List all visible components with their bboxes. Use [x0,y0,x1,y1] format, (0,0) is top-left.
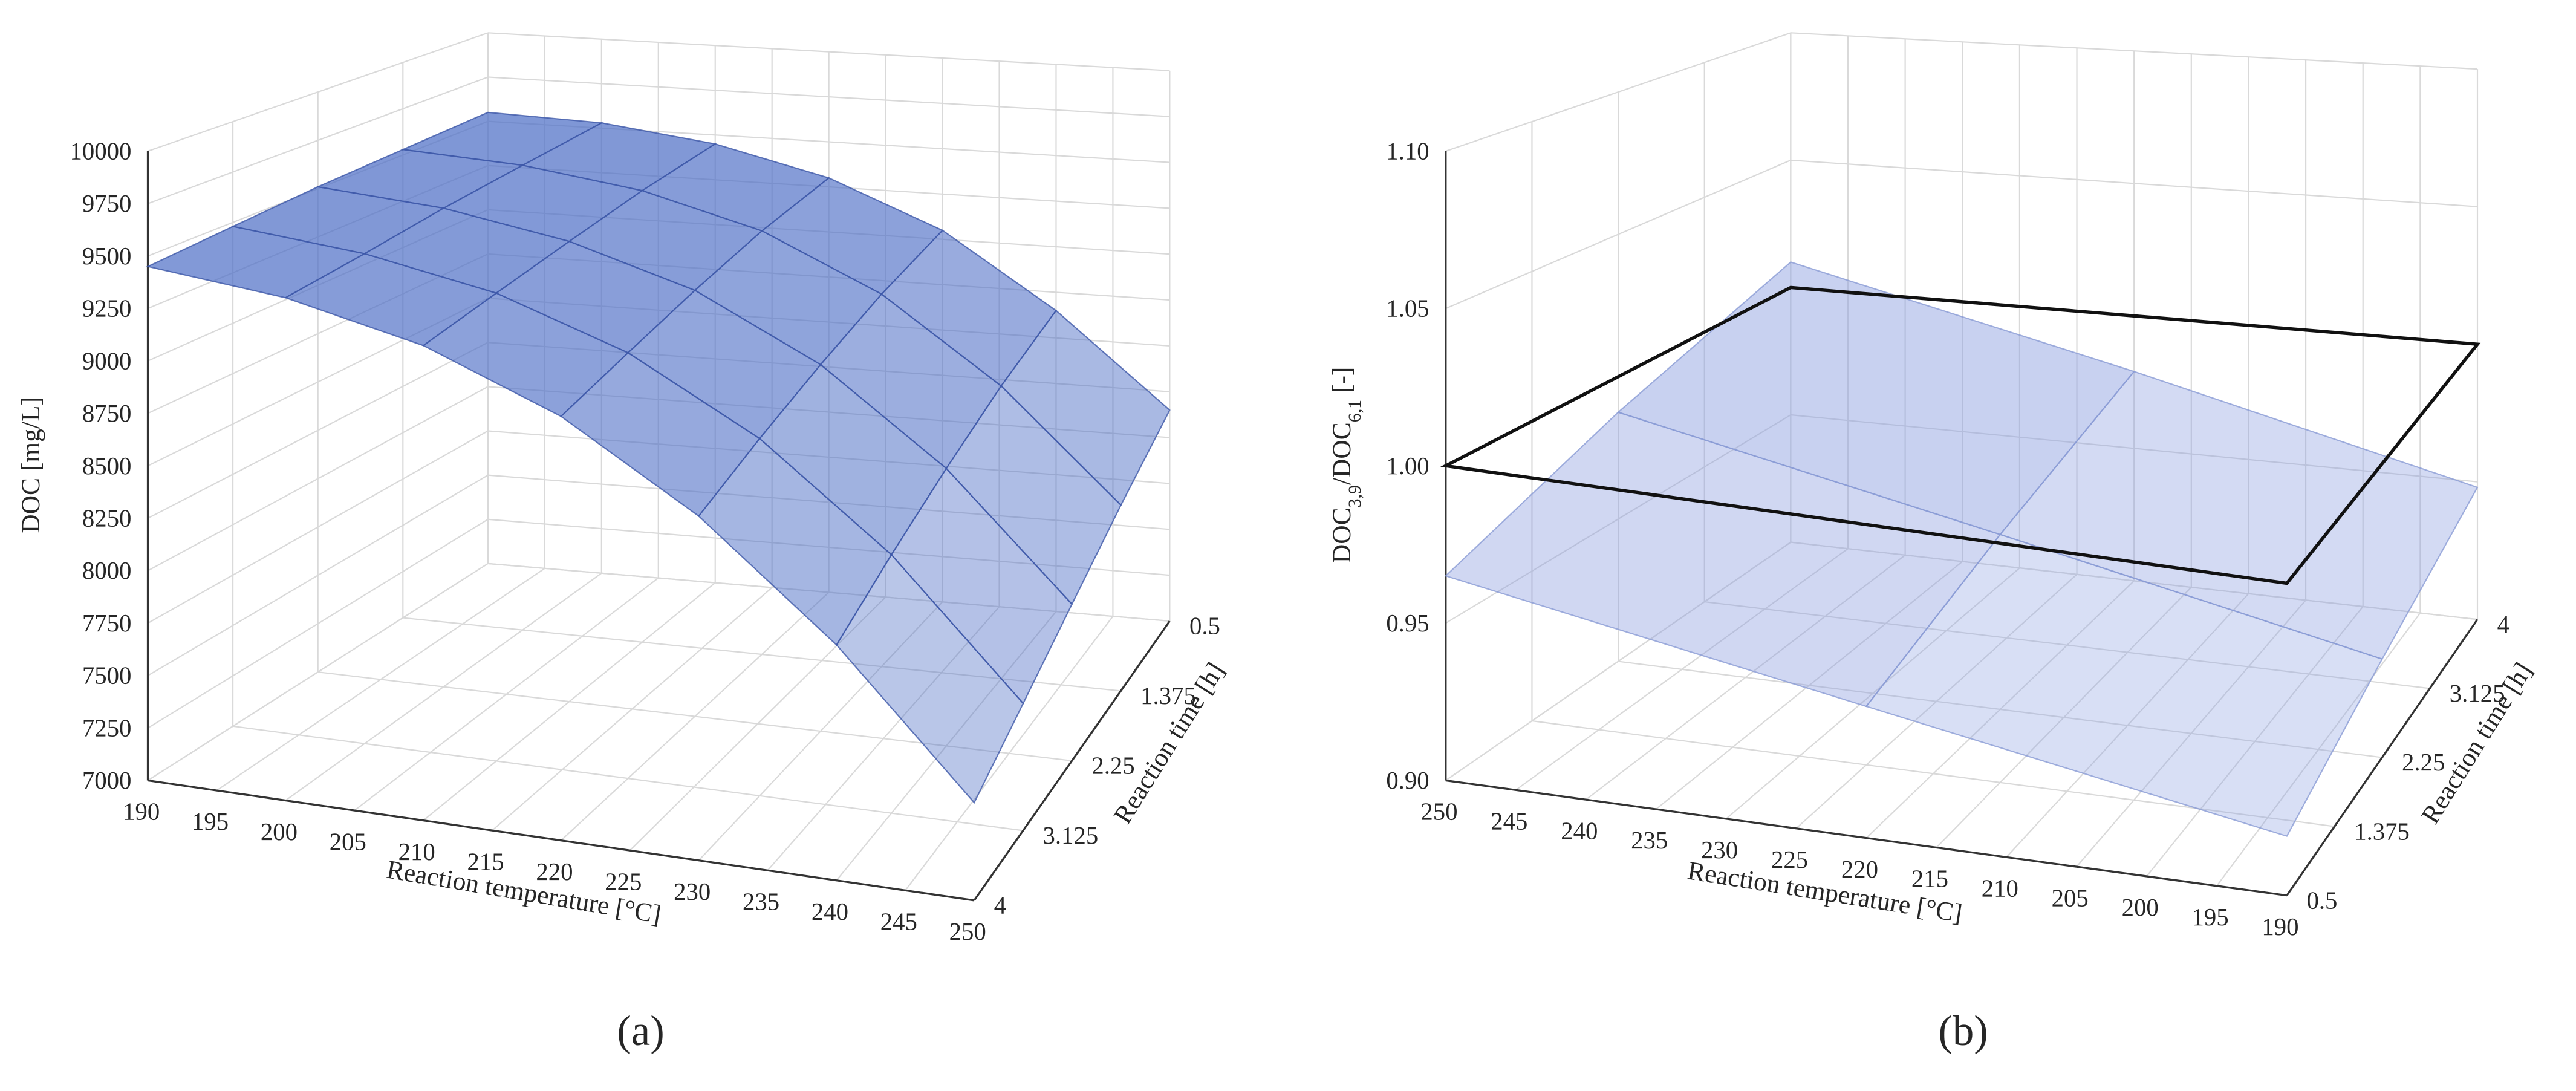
panel-label: (b) [1938,1008,1988,1055]
z-tick-label: 7500 [82,662,132,689]
z-axis-title-part: [-] [1327,367,1356,400]
z-axis-title-part: DOC [1327,507,1356,563]
grid-line [1791,541,2478,620]
z-tick-label: 9500 [82,243,132,270]
y-tick-label: 4 [994,892,1006,919]
x-tick-label: 190 [123,798,160,826]
y-tick-label: 2.25 [1091,752,1134,780]
z-tick-label: 10000 [70,138,131,165]
z-tick-label: 8000 [82,557,132,584]
x-tick-label: 205 [330,828,366,855]
y-axis-line [973,620,1171,901]
z-tick-label: 9000 [82,347,132,374]
grid-line [1618,660,2382,758]
x-tick-label: 210 [1982,874,2018,902]
x-tick-label: 250 [949,918,986,945]
x-tick-label: 240 [812,898,848,925]
x-tick-label: 200 [261,818,298,845]
y-tick-label: 0.5 [2306,887,2337,914]
z-axis-title-part: DOC [mg/L] [16,397,45,533]
x-tick-label: 200 [2122,894,2159,921]
y-tick-label: 1.375 [1140,682,1196,709]
z-axis-title: DOC [mg/L] [16,397,45,533]
x-tick-label: 235 [1631,827,1668,854]
x-tick-label: 245 [1491,808,1527,835]
y-tick-label: 3.125 [2450,680,2505,707]
x-tick-label: 220 [1841,856,1878,883]
z-axis-title-part: /DOC [1327,422,1356,485]
x-tick-label: 250 [1420,798,1457,826]
x-tick-label: 195 [192,808,229,835]
x-tick-label: 220 [536,858,573,885]
x-tick-label: 215 [1911,865,1948,893]
grid-line [1704,601,2430,689]
x-tick-label: 245 [880,908,917,936]
x-axis-line [1445,779,2288,897]
z-tick-label: 0.90 [1386,767,1429,794]
x-tick-label: 210 [398,838,435,865]
z-axis-title: DOC3,9/DOC6,1 [-] [1327,367,1365,564]
y-tick-label: 2.25 [2402,749,2445,776]
z-tick-label: 7750 [82,610,132,637]
x-tick-label: 190 [2262,913,2298,940]
x-tick-label: 240 [1561,817,1598,844]
y-tick-label: 4 [2497,611,2509,638]
y-tick-label: 3.125 [1043,822,1099,849]
y-tick-label: 0.5 [1189,613,1220,640]
x-tick-label: 235 [743,888,779,915]
x-tick-label: 230 [674,878,711,905]
z-axis-title-part: 6,1 [1345,400,1365,422]
surface-patch [836,553,1024,804]
surface-patch [1865,533,2383,837]
x-tick-label: 195 [2191,904,2228,931]
x-tick-label: 225 [605,868,642,895]
panel-label: (a) [617,1008,664,1055]
z-axis-title-part: 3,9 [1345,485,1365,507]
z-tick-label: 1.00 [1386,452,1429,480]
reference-plane [1440,285,2481,585]
x-tick-label: 205 [2052,884,2089,911]
grid-line [317,671,1072,761]
z-tick-label: 7250 [82,714,132,741]
z-tick-label: 9250 [82,295,132,322]
z-tick-label: 1.05 [1386,295,1429,322]
z-tick-label: 7000 [82,767,132,794]
z-tick-label: 8250 [82,505,132,532]
z-tick-label: 9750 [82,190,132,217]
z-tick-label: 1.10 [1386,138,1429,165]
grid-line [232,725,1024,832]
z-tick-label: 0.95 [1386,610,1429,637]
x-axis-line [148,779,975,902]
x-tick-label: 230 [1701,836,1738,864]
grid-line [1532,720,2335,827]
z-tick-label: 8750 [82,400,132,427]
x-tick-label: 225 [1771,846,1808,873]
z-tick-label: 8500 [82,452,132,480]
x-tick-label: 215 [467,848,504,875]
y-tick-label: 1.375 [2354,818,2410,845]
y-axis-line [2286,619,2479,896]
